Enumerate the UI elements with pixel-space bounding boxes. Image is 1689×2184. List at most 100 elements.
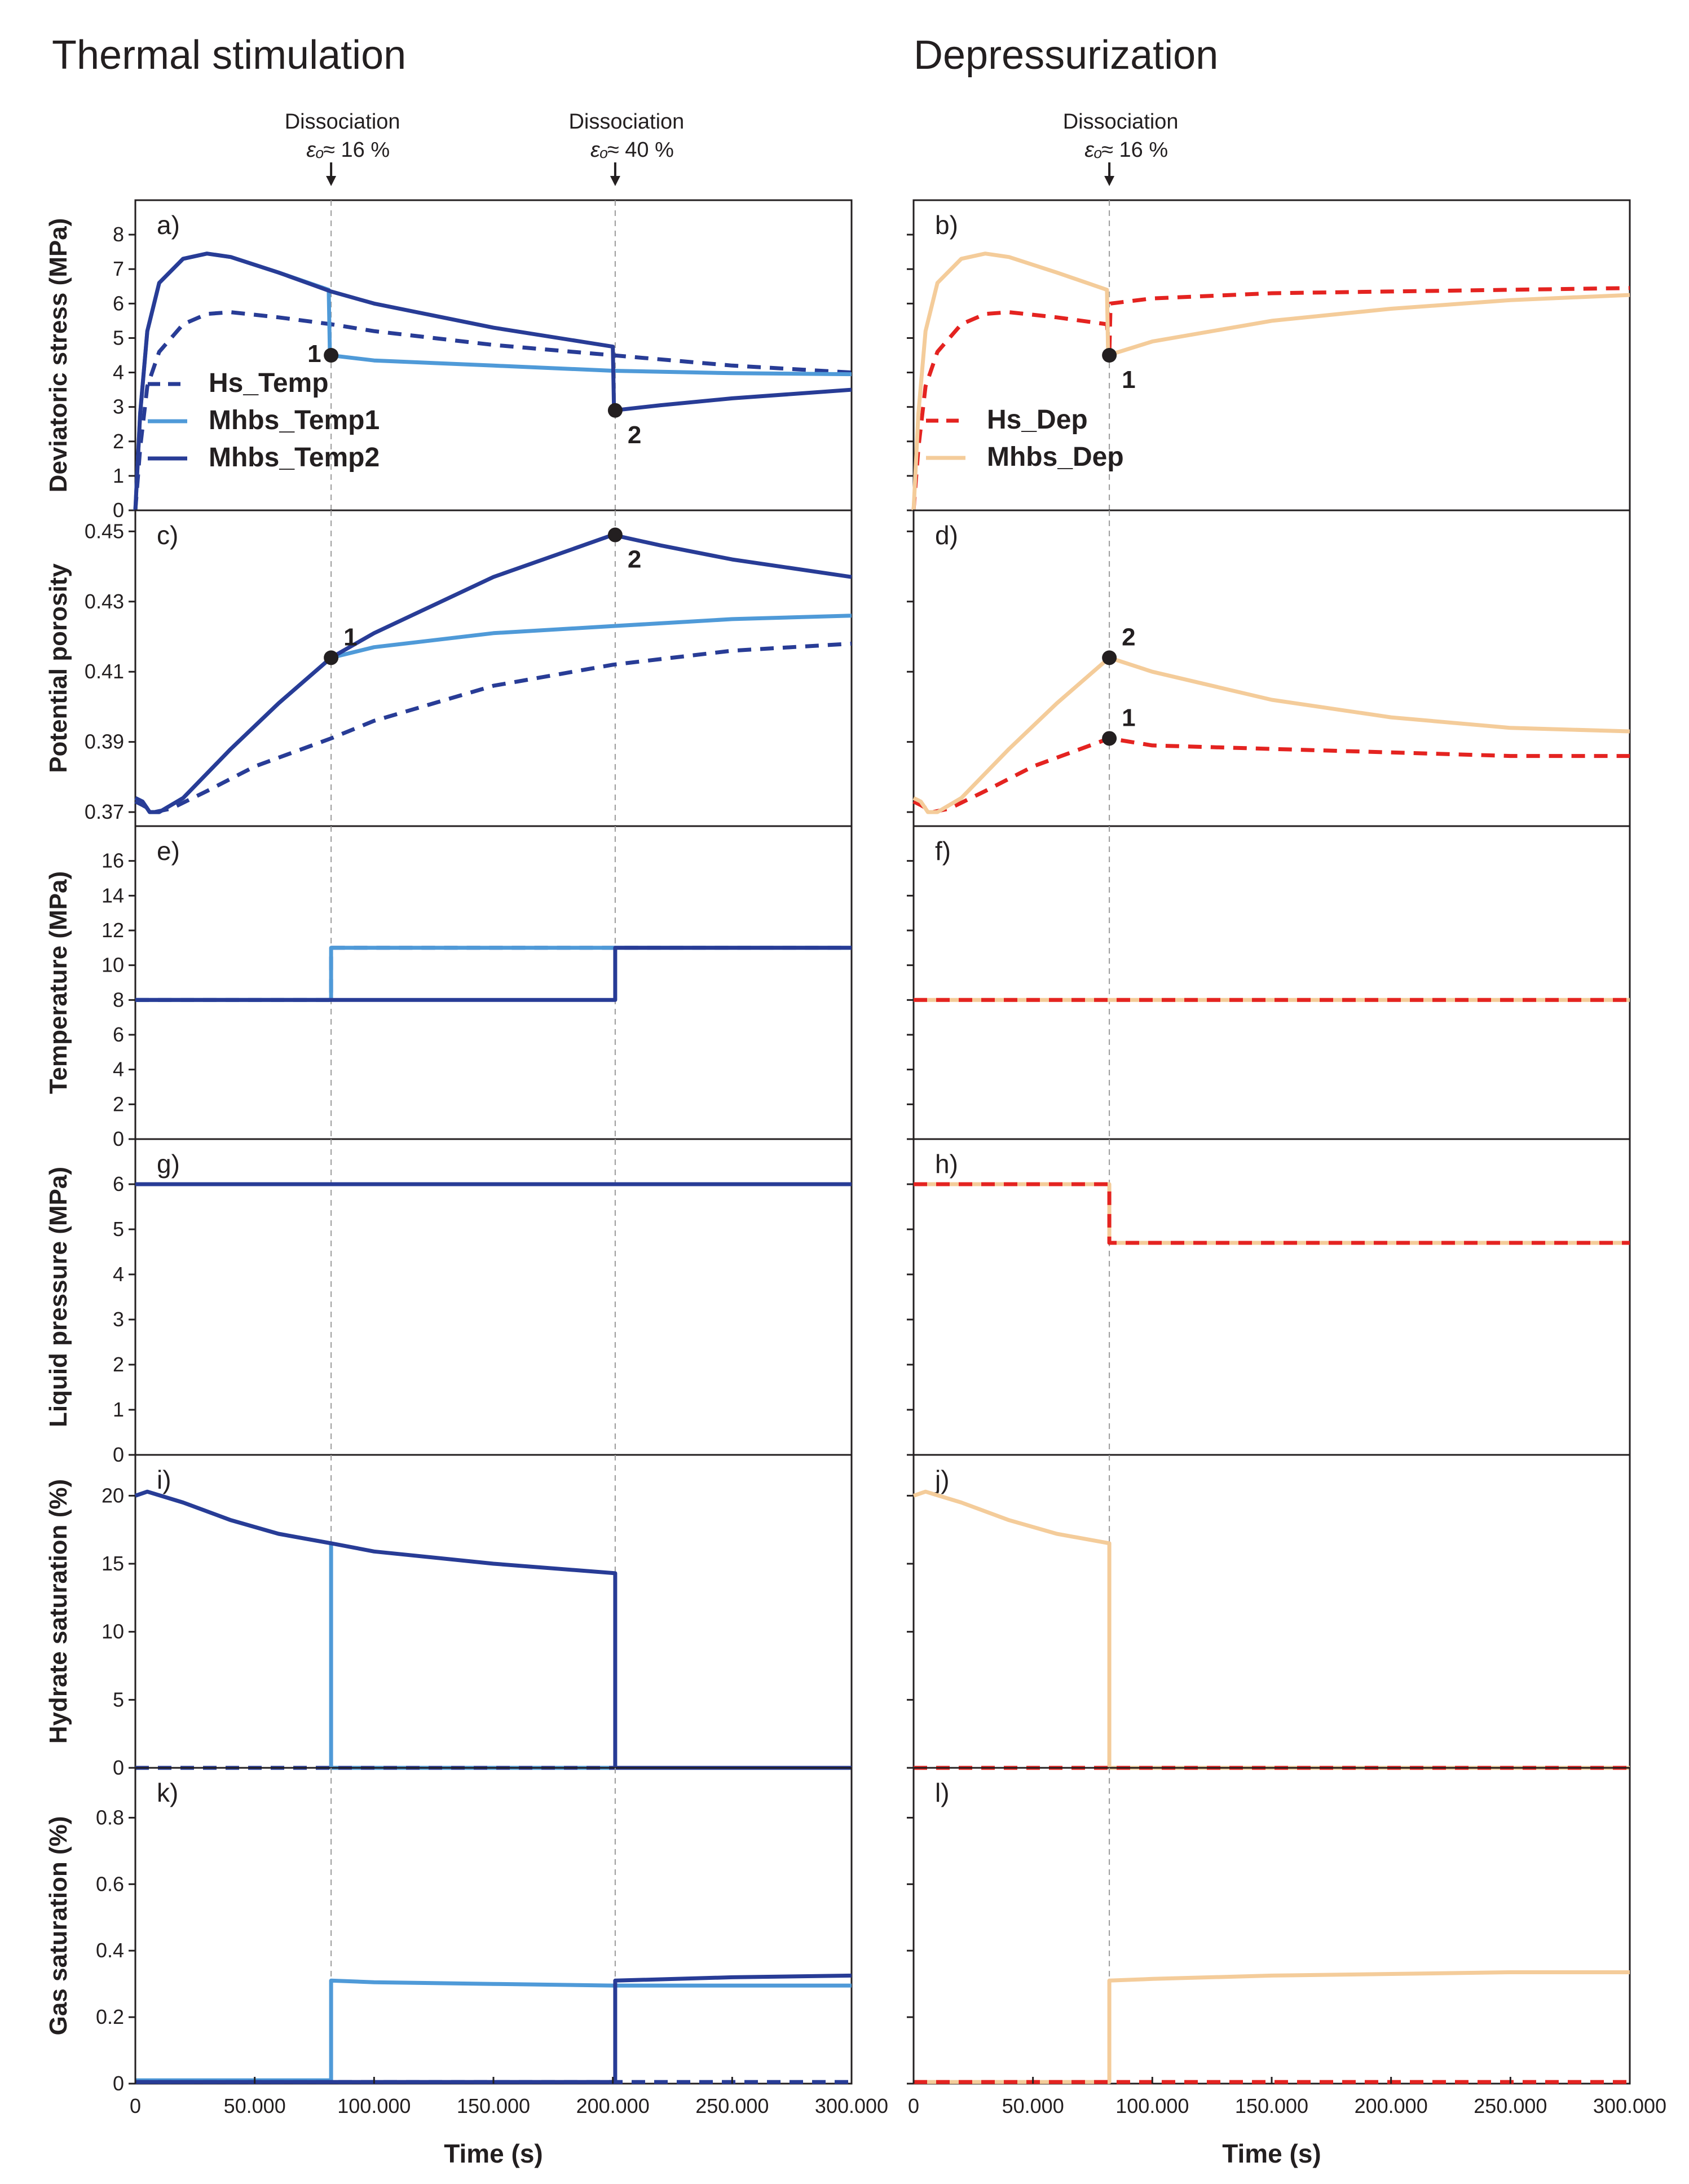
y-tick-label: 0.4 bbox=[96, 1939, 124, 1962]
panel-label: h) bbox=[935, 1149, 958, 1179]
series-Mhbs_Dep bbox=[912, 1489, 1630, 1770]
dissociation-annotation: Dissociation εₒ≈ 16 % bbox=[1063, 110, 1179, 186]
plot-frame bbox=[134, 509, 853, 827]
y-tick-label: 0 bbox=[113, 1443, 124, 1466]
x-tick-label: 150.000 bbox=[457, 2094, 530, 2117]
x-tick-label: 300.000 bbox=[1593, 2094, 1666, 2117]
panel-l: l) 0 50.000 100.000 150.000 200.000 250.000 300… bbox=[907, 1767, 1666, 2168]
plot-frame bbox=[912, 825, 1631, 1140]
series-Hs_Dep bbox=[911, 286, 1630, 511]
panel-label: i) bbox=[157, 1465, 171, 1494]
y-axis-label: Hydrate saturation (%) bbox=[45, 1479, 72, 1744]
panel-f: f) bbox=[907, 825, 1631, 1140]
panel-label: k) bbox=[157, 1778, 178, 1807]
y-tick-label: 15 bbox=[102, 1552, 124, 1575]
panel-label: a) bbox=[157, 210, 180, 240]
y-tick-label: 0.39 bbox=[85, 730, 124, 753]
y-tick-label: 4 bbox=[113, 1058, 124, 1081]
series-Hs_Temp bbox=[134, 641, 852, 814]
panel-k: k) 0 0.2 0.4 0.6 0.8 Gas saturation (%) 0 50.000… bbox=[45, 1767, 888, 2168]
y-tick-label: 16 bbox=[102, 849, 124, 872]
y-tick-label: 10 bbox=[102, 954, 124, 977]
point-marker bbox=[607, 527, 623, 542]
series-Mhbs_Temp2 bbox=[135, 1973, 852, 2084]
y-tick-label: 20 bbox=[102, 1484, 124, 1507]
point-label: 2 bbox=[628, 421, 641, 449]
point-label: 1 bbox=[1122, 366, 1135, 394]
y-tick-label: 6 bbox=[113, 1172, 124, 1195]
y-tick-label: 3 bbox=[113, 395, 124, 418]
x-tick-label: 0 bbox=[130, 2094, 141, 2117]
dissociation-annotation: Dissociation εₒ≈ 16 % bbox=[285, 110, 400, 186]
y-tick-label: 14 bbox=[102, 884, 124, 907]
y-tick-label: 2 bbox=[113, 430, 124, 453]
x-tick-label: 100.000 bbox=[1115, 2094, 1189, 2117]
series-Mhbs_Temp1 bbox=[135, 946, 852, 1002]
panel-label: e) bbox=[157, 836, 180, 866]
series-Mhbs_Dep bbox=[914, 1182, 1630, 1245]
y-tick-label: 7 bbox=[113, 257, 124, 280]
y-tick-label: 1 bbox=[113, 1398, 124, 1421]
panel-label: g) bbox=[157, 1149, 180, 1179]
strain-value: ≈ 16 % bbox=[323, 138, 390, 162]
y-tick-label: 0.37 bbox=[85, 800, 124, 823]
y-tick-label: 0 bbox=[113, 1756, 124, 1779]
series-Mhbs_Dep bbox=[914, 1970, 1630, 2084]
panel-c: c) 0.37 0.39 0.41 0.43 0.45 Potential porosity… bbox=[45, 509, 853, 827]
series-Mhbs_Temp2 bbox=[133, 252, 852, 511]
right-column-title: Depressurization bbox=[914, 33, 1218, 78]
legend-label: Mhbs_Temp1 bbox=[209, 405, 380, 435]
series-Hs_Dep bbox=[912, 736, 1630, 814]
x-tick-label: 300.000 bbox=[815, 2094, 888, 2117]
dissociation-annotation: Dissociation εₒ≈ 40 % bbox=[568, 110, 684, 186]
series-Hs_Temp bbox=[133, 310, 852, 511]
x-tick-label: 150.000 bbox=[1235, 2094, 1308, 2117]
x-axis-label: Time (s) bbox=[444, 2139, 543, 2168]
series-Mhbs_Temp2 bbox=[134, 533, 852, 814]
point-marker bbox=[324, 348, 339, 363]
x-tick-label: 0 bbox=[908, 2094, 919, 2117]
arrow-head bbox=[610, 176, 620, 186]
y-axis-label: Gas saturation (%) bbox=[45, 1816, 72, 2036]
y-tick-label: 0.45 bbox=[85, 519, 124, 542]
legend-label: Hs_Dep bbox=[987, 405, 1088, 435]
y-tick-label: 0.41 bbox=[85, 660, 124, 683]
point-label: 1 bbox=[343, 623, 357, 651]
strain-symbol: εₒ bbox=[1084, 138, 1103, 162]
y-axis-label: Potential porosity bbox=[45, 563, 72, 773]
x-tick-label: 50.000 bbox=[1002, 2094, 1064, 2117]
strain-symbol: εₒ bbox=[306, 138, 324, 162]
y-tick-label: 5 bbox=[113, 326, 124, 349]
point-marker bbox=[324, 650, 339, 665]
series-Mhbs_Dep bbox=[911, 252, 1630, 511]
y-tick-label: 0 bbox=[113, 2072, 124, 2095]
y-tick-label: 6 bbox=[113, 292, 124, 315]
point-marker bbox=[607, 403, 623, 418]
panel-label: j) bbox=[934, 1465, 950, 1494]
panel-label: b) bbox=[935, 210, 958, 240]
series-Mhbs_Temp2 bbox=[135, 946, 852, 1002]
x-tick-label: 250.000 bbox=[695, 2094, 769, 2117]
x-tick-label: 250.000 bbox=[1474, 2094, 1547, 2117]
plot-frame bbox=[912, 1454, 1631, 1769]
point-marker bbox=[1102, 650, 1117, 665]
plot-frame bbox=[912, 1138, 1631, 1456]
point-label: 2 bbox=[1122, 623, 1135, 651]
series-Mhbs_Temp1 bbox=[134, 1489, 852, 1770]
plot-frame bbox=[912, 1767, 1631, 2085]
x-tick-label: 50.000 bbox=[224, 2094, 286, 2117]
panel-a: a) 0 1 2 3 4 5 6 7 8 Deviatoric stress (MPa) 1 2 Hs_T… bbox=[45, 110, 853, 522]
y-tick-label: 5 bbox=[113, 1688, 124, 1711]
x-tick-label: 200.000 bbox=[1355, 2094, 1428, 2117]
panel-e: e) 0 2 4 6 8 10 12 14 16 Temperature (MPa) bbox=[45, 825, 853, 1150]
y-tick-label: 0 bbox=[113, 1127, 124, 1150]
panel-d: d) 1 2 bbox=[907, 509, 1631, 827]
series-Hs_Temp bbox=[135, 946, 852, 1002]
strain-value: ≈ 16 % bbox=[1101, 138, 1168, 162]
y-axis-label: Liquid pressure (MPa) bbox=[45, 1167, 72, 1427]
dissociation-label: Dissociation bbox=[1063, 110, 1179, 134]
legend-label: Hs_Temp bbox=[209, 368, 329, 398]
left-column-title: Thermal stimulation bbox=[52, 33, 406, 78]
y-tick-label: 8 bbox=[113, 988, 124, 1011]
